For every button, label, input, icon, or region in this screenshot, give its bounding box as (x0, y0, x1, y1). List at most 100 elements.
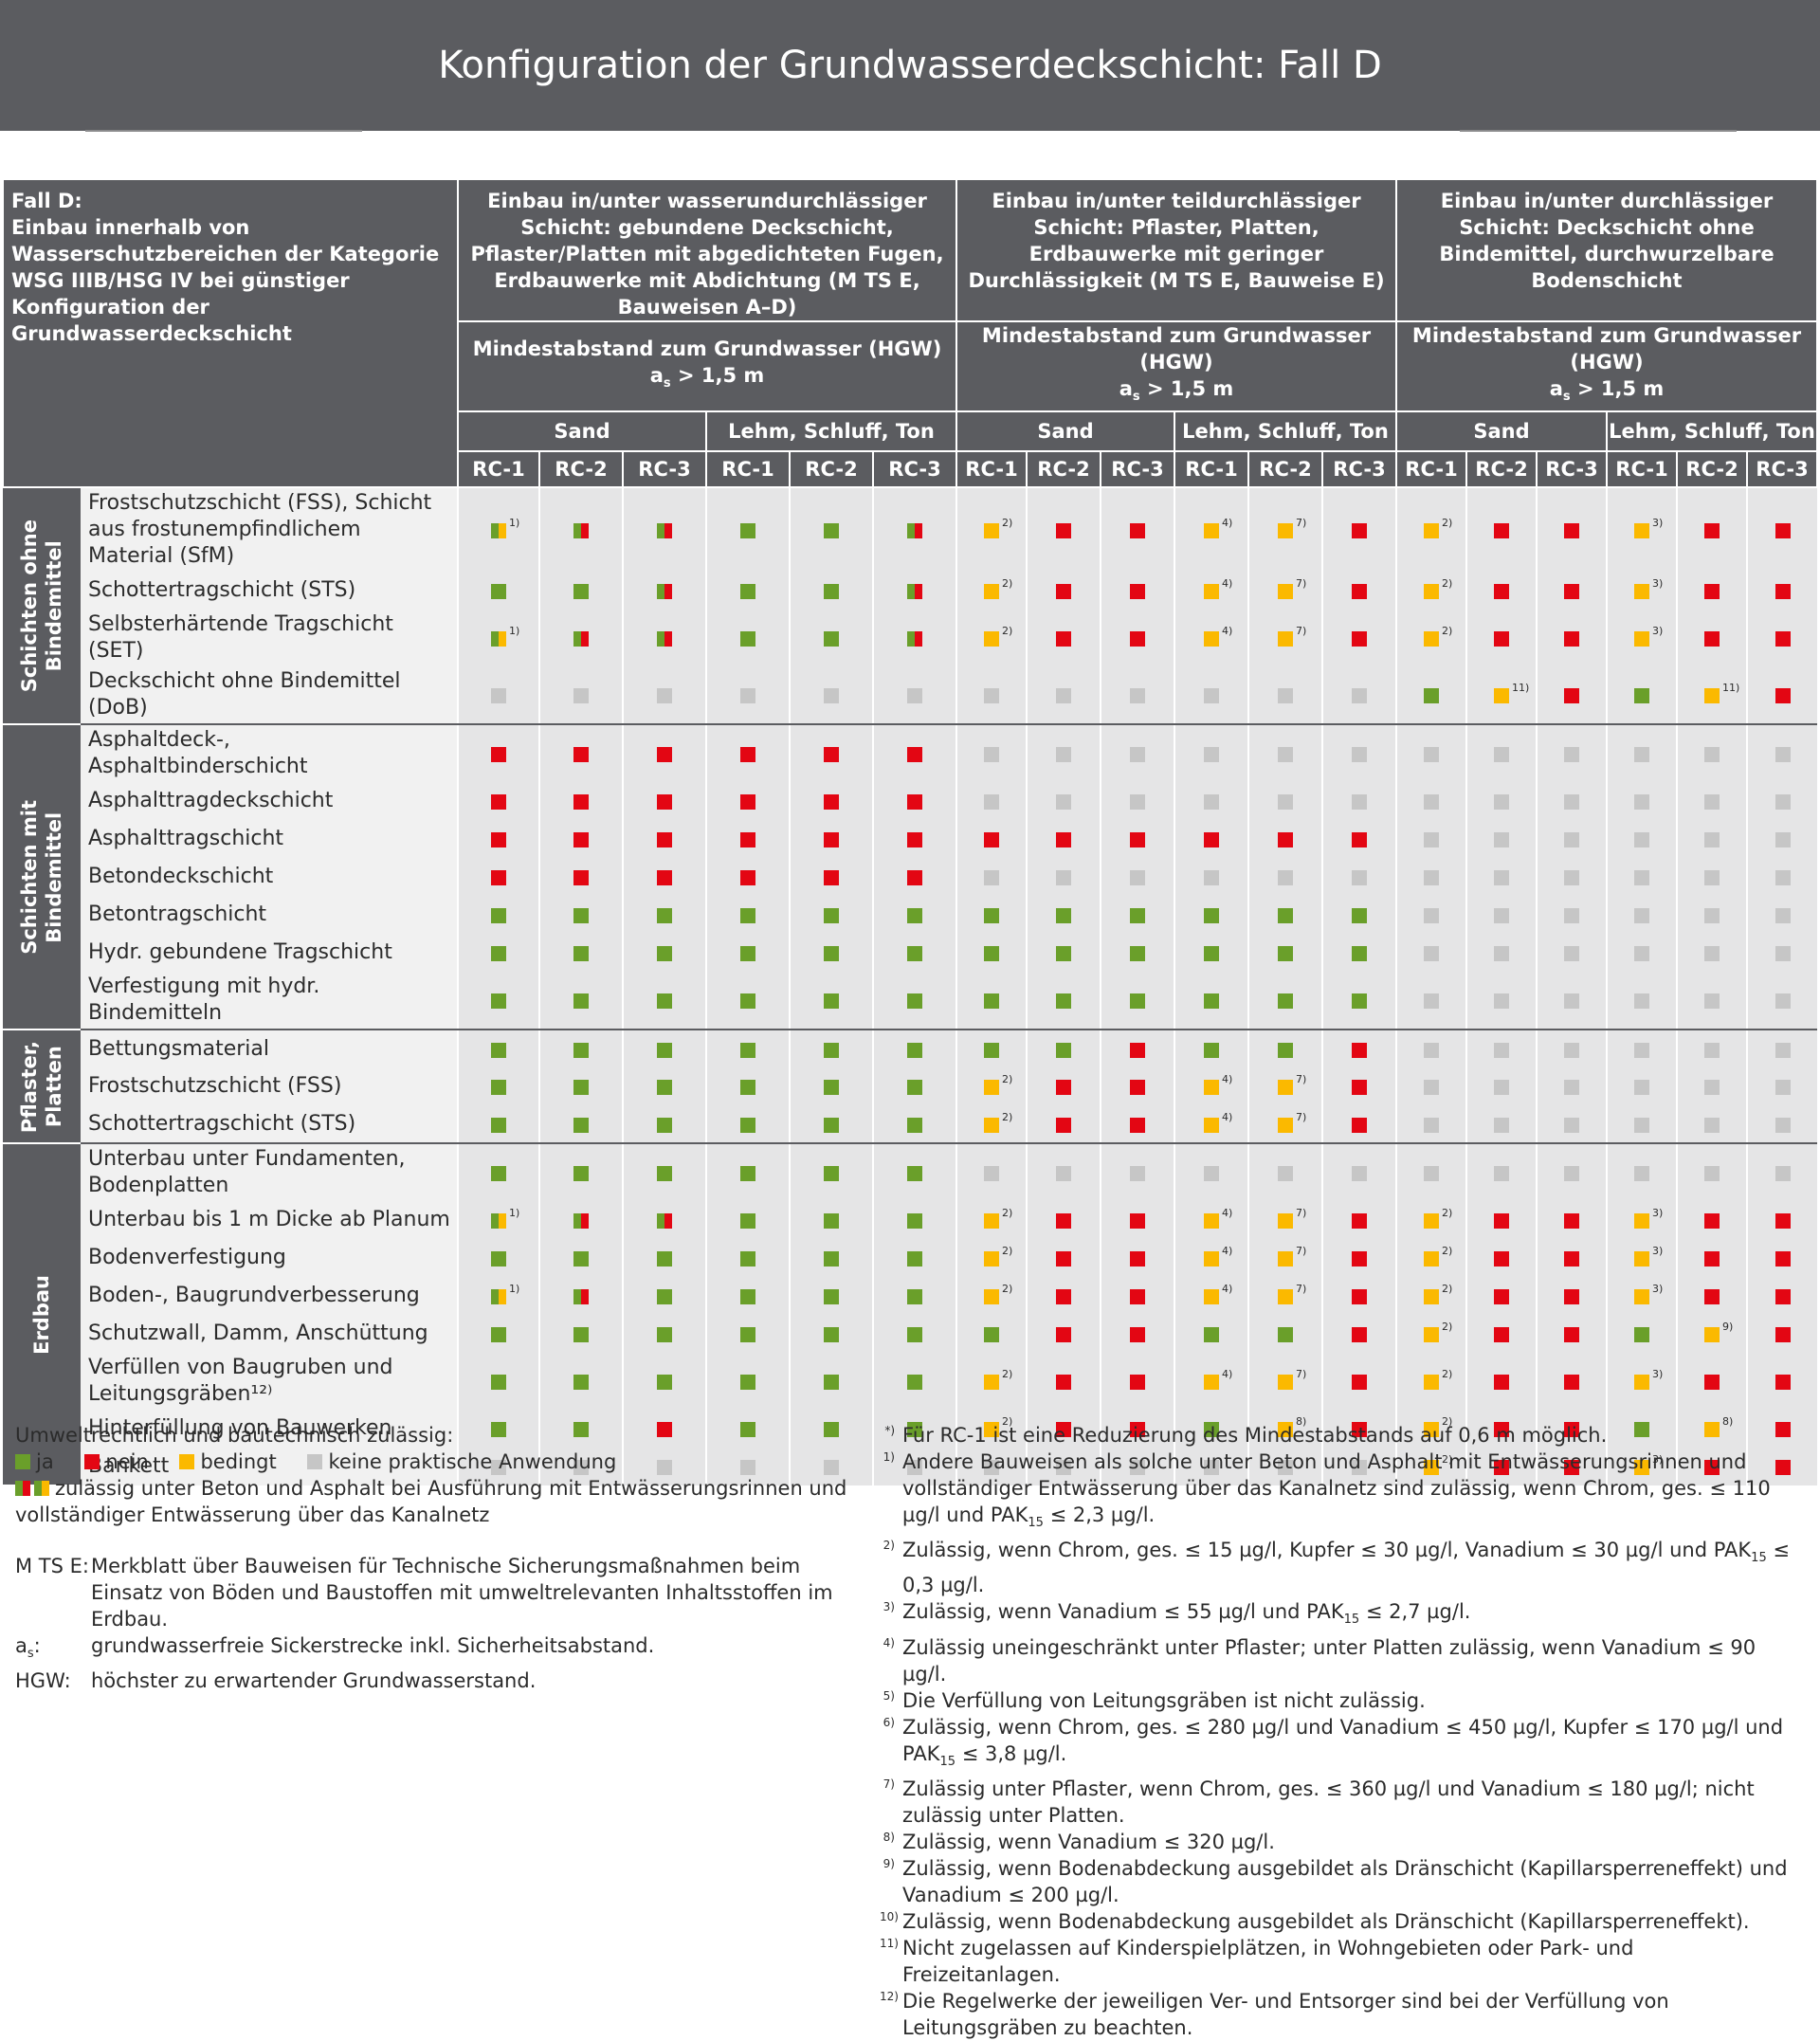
status-square (657, 584, 672, 600)
status-square (1774, 1042, 1791, 1058)
status-cell (457, 820, 539, 859)
status-cell: 2) (956, 487, 1027, 573)
status-square (740, 1327, 755, 1343)
status-cell: 4) (1174, 487, 1248, 573)
status-cell (1536, 487, 1607, 573)
footnote-ref: 11) (1722, 682, 1740, 695)
footnote-ref: 7) (1296, 1207, 1307, 1220)
status-square: 7) (1278, 1245, 1306, 1267)
status-square (1278, 946, 1293, 962)
rc-class-header: RC-3 (622, 450, 707, 489)
status-cell: 1) (457, 1277, 539, 1316)
status-cell (457, 1353, 539, 1411)
footnote: 11) Nicht zugelassen auf Kinderspielplätz… (880, 1936, 1634, 1986)
table-corner-header: Fall D: Einbau innerhalb von Wasserschut… (2, 177, 459, 489)
status-square (1494, 993, 1509, 1010)
status-square: 11) (1704, 682, 1739, 704)
status-cell (1321, 1277, 1396, 1316)
status-square (1564, 1213, 1579, 1230)
footnote: 10) Zulässig, wenn Bodenabdeckung ausgebi… (880, 1909, 1750, 1933)
status-square: 4) (1204, 1207, 1232, 1230)
status-square (573, 1166, 589, 1182)
status-square: 7) (1278, 625, 1306, 647)
status-cell (538, 1143, 623, 1202)
rc-class-header: RC-1 (1395, 450, 1467, 489)
status-cell (538, 572, 623, 610)
status-square (573, 523, 589, 539)
status-cell: 4) (1174, 572, 1248, 610)
status-square (1564, 747, 1579, 763)
status-cell (1395, 782, 1466, 821)
status-cell (705, 972, 790, 1031)
status-square: 7) (1278, 577, 1306, 600)
status-cell: 3) (1606, 1239, 1677, 1278)
status-cell (538, 934, 623, 973)
status-square (657, 747, 672, 763)
footnote-ref: 2) (1442, 1207, 1453, 1220)
status-square: 3) (1634, 625, 1663, 647)
footnote-ref: 3) (1652, 1245, 1664, 1258)
status-square (824, 1042, 839, 1058)
status-cell (1100, 1239, 1174, 1278)
status-cell: 7) (1247, 1277, 1322, 1316)
status-square (907, 1327, 922, 1343)
table-row: Boden-, Baugrundverbesserung 1) 2) 4) 7) 2) 3) (3, 1277, 1817, 1316)
status-square (1634, 870, 1649, 886)
status-square (1056, 1422, 1071, 1438)
status-cell (1746, 610, 1817, 667)
status-cell (457, 1067, 539, 1106)
status-square (491, 946, 506, 962)
status-square (1352, 794, 1367, 811)
row-label: Selbsterhärtende Tragschicht (SET) (81, 610, 459, 667)
footnote-ref: 3) (1652, 1453, 1664, 1467)
status-cell (1100, 724, 1174, 783)
status-cell (538, 1353, 623, 1411)
status-cell (1536, 1448, 1607, 1486)
status-square: 4) (1204, 1283, 1232, 1305)
status-cell (1395, 1067, 1466, 1106)
footnote-ref: 2) (1002, 1415, 1013, 1429)
status-square (657, 1117, 672, 1133)
status-square (907, 1042, 922, 1058)
status-square (1056, 1327, 1071, 1343)
section-header-2: Einbau in/unter teildurchlässiger Schich… (956, 178, 1397, 322)
status-cell (1465, 1353, 1537, 1411)
status-cell (1465, 1239, 1537, 1278)
status-cell (1100, 858, 1174, 897)
status-square (984, 908, 999, 924)
status-square (1424, 747, 1439, 763)
status-cell (705, 858, 790, 897)
status-square (1494, 1166, 1509, 1182)
status-square (1634, 794, 1649, 811)
abbreviation-definitions: M TS E: Merkblatt über Bauweisen für Tech… (15, 1553, 849, 1694)
table-row: Schottertragschicht (STS) 2) 4) 7) (3, 1105, 1817, 1145)
status-cell (872, 1315, 956, 1354)
status-cell (789, 610, 873, 667)
footnote-ref: 2) (1442, 1453, 1453, 1467)
row-label: Frostschutzschicht (FSS) (81, 1067, 459, 1106)
status-square (1424, 1117, 1439, 1133)
status-square (1634, 908, 1649, 924)
status-cell (1676, 934, 1747, 973)
status-cell (1746, 782, 1817, 821)
footnote-ref: 2) (1002, 625, 1013, 638)
status-cell (622, 1410, 706, 1449)
status-cell (1100, 666, 1174, 726)
status-square (491, 747, 506, 763)
status-cell (1026, 934, 1101, 973)
status-cell (1746, 1030, 1817, 1068)
status-cell (538, 1105, 623, 1145)
status-square (491, 794, 506, 811)
status-square (1494, 747, 1509, 763)
status-square (1494, 631, 1509, 647)
status-square: 2) (984, 517, 1012, 539)
status-cell (1676, 858, 1747, 897)
status-cell (1676, 572, 1747, 610)
status-square (907, 688, 922, 704)
status-cell (1676, 1448, 1747, 1486)
row-label: Deckschicht ohne Bindemittel (DoB) (81, 666, 459, 726)
status-square (1704, 1460, 1720, 1476)
table-row: Selbsterhärtende Tragschicht (SET) 1) 2) 4)… (3, 610, 1817, 667)
status-cell (1536, 782, 1607, 821)
status-cell (1174, 1030, 1248, 1068)
